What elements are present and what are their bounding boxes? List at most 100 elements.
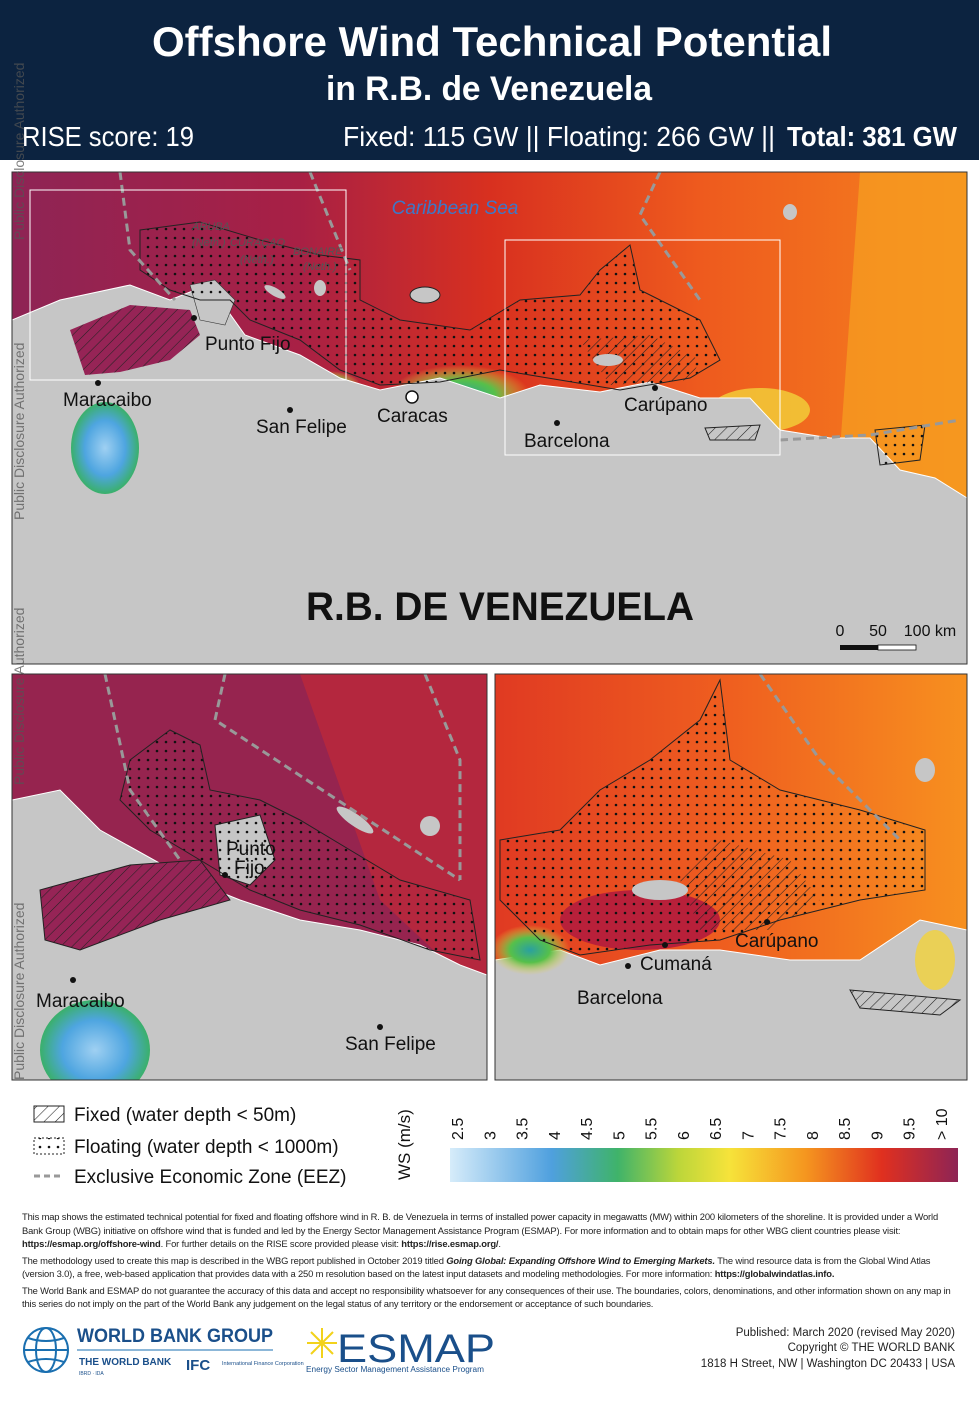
inset-frame <box>504 239 781 456</box>
scale-label: 0 <box>836 623 845 640</box>
text: The wind resource data is from the Globa… <box>22 1254 931 1280</box>
colorbar-tick-label: 8 <box>805 1131 822 1140</box>
island <box>264 285 286 299</box>
published: 1818 H Street, NW | Washington DC 20433 … <box>701 1358 956 1370</box>
fixed-zone <box>70 305 200 375</box>
wbg-globe <box>23 1327 69 1373</box>
city-dot <box>377 1024 383 1030</box>
watermark: Public Disclosure Authorized <box>11 63 27 240</box>
scale-label: 50 <box>869 623 887 640</box>
eez-line <box>103 674 182 861</box>
city-label: Punto Fijo <box>205 334 291 355</box>
island-label: (Neth.) <box>303 261 337 273</box>
city-label: Maracaibo <box>63 390 152 411</box>
logo-text: IFC <box>186 1357 210 1374</box>
land <box>12 789 487 1080</box>
main-map: Caribbean Sea ARUBA (Neth.) CURAÇAO (Net… <box>12 172 967 664</box>
sea-label: Caribbean Sea <box>392 198 519 219</box>
paragraph: The World Bank and ESMAP do not guarante… <box>22 1284 952 1311</box>
city-dot <box>625 963 631 969</box>
inset-west: Punto Fijo Maracaibo San Felipe <box>12 674 487 1080</box>
legend-label: Floating (water depth < 1000m) <box>74 1137 339 1158</box>
colorbar-tick-label: 3 <box>482 1131 499 1140</box>
colorbar-tick-label: 4 <box>547 1131 564 1140</box>
header-band <box>0 0 979 160</box>
island <box>915 758 935 782</box>
link[interactable]: https://esmap.org/offshore-wind <box>22 1238 161 1249</box>
city-label: Maracaibo <box>36 991 125 1012</box>
fixed-zone <box>580 335 700 385</box>
colorbar-tick-label: > 10 <box>934 1108 951 1140</box>
fixed-zone <box>39 859 231 951</box>
colorbar-tick-label: 5.5 <box>644 1118 661 1140</box>
island <box>336 806 374 834</box>
eez-line <box>779 418 961 442</box>
logo-text: Energy Sector Management Assistance Prog… <box>306 1365 484 1374</box>
text: This map shows the estimated technical p… <box>22 1211 939 1236</box>
inset-frame <box>29 189 347 381</box>
fixed-zone <box>680 840 820 930</box>
city-label: Carúpano <box>735 931 818 952</box>
eez-line <box>423 674 462 880</box>
esmap-sun <box>307 1328 337 1358</box>
colorbar-tick-label: 2.5 <box>450 1118 467 1140</box>
island-label: (Neth.) <box>192 237 226 249</box>
eez-line <box>213 674 461 882</box>
link[interactable]: https://globalwindatlas.info. <box>714 1268 835 1279</box>
colorbar-tick-label: 6.5 <box>708 1118 725 1140</box>
total: Total: 381 GW <box>787 121 958 152</box>
colorbar-tick-label: 3.5 <box>515 1118 532 1140</box>
colorbar-tick-label: 9.5 <box>902 1118 919 1140</box>
island-label: CURAÇAO <box>230 237 285 249</box>
island <box>783 204 797 220</box>
capacity: Fixed: 115 GW || Floating: 266 GW || <box>343 121 775 152</box>
text: The methodology used to create this map … <box>22 1254 447 1266</box>
subtitle: in R.B. de Venezuela <box>326 70 653 108</box>
watermark: Public Disclosure Authorized <box>11 343 27 520</box>
colorbar-tick-label: 9 <box>869 1131 886 1140</box>
logo-text: ESMAP <box>337 1327 495 1371</box>
fixed-zone <box>849 989 962 1016</box>
island <box>593 354 623 366</box>
island <box>314 280 326 296</box>
published: Copyright © THE WORLD BANK <box>788 1342 956 1354</box>
published: Published: March 2020 (revised May 2020) <box>736 1327 955 1339</box>
island-label: (Neth.) <box>240 254 274 266</box>
island <box>420 816 440 836</box>
capital-star <box>405 390 419 404</box>
colorbar <box>450 1148 958 1182</box>
colorbar-tick-label: 7 <box>740 1131 757 1140</box>
city-dot <box>222 872 228 878</box>
text: The World Bank and ESMAP do not guarante… <box>22 1284 951 1310</box>
map-frame <box>11 673 488 1081</box>
inset-east: Carúpano Cumaná Barcelona <box>495 674 967 1080</box>
city-label: Barcelona <box>524 431 610 452</box>
city-dot <box>191 315 197 321</box>
city-dot <box>764 919 770 925</box>
floating-zone <box>874 424 926 466</box>
country-label: R.B. DE VENEZUELA <box>306 585 694 629</box>
eez-line <box>758 674 902 842</box>
logo-text: WORLD BANK GROUP <box>77 1326 273 1347</box>
colorbar-tick-label: 6 <box>676 1131 693 1140</box>
island-label: BONAIRE <box>293 246 343 258</box>
city-label: Caracas <box>377 406 448 427</box>
city-dot <box>95 380 101 386</box>
eez-line <box>308 172 352 271</box>
city-label: Carúpano <box>624 395 707 416</box>
island <box>409 286 441 304</box>
floating-zone <box>499 678 926 956</box>
floating-zone <box>119 729 481 961</box>
colorbar-label: WS (m/s) <box>395 1109 414 1180</box>
eez-line <box>638 172 702 301</box>
title: Offshore Wind Technical Potential <box>152 18 832 65</box>
city-dot <box>70 977 76 983</box>
scale-bar <box>840 645 878 650</box>
lake <box>71 402 139 494</box>
lake <box>40 1000 150 1080</box>
link[interactable]: https://rise.esmap.org/ <box>401 1238 499 1249</box>
island <box>632 880 688 900</box>
scale-label: 100 km <box>904 623 956 640</box>
logo-text: International Finance Corporation <box>222 1361 304 1367</box>
city-dot <box>554 420 560 426</box>
